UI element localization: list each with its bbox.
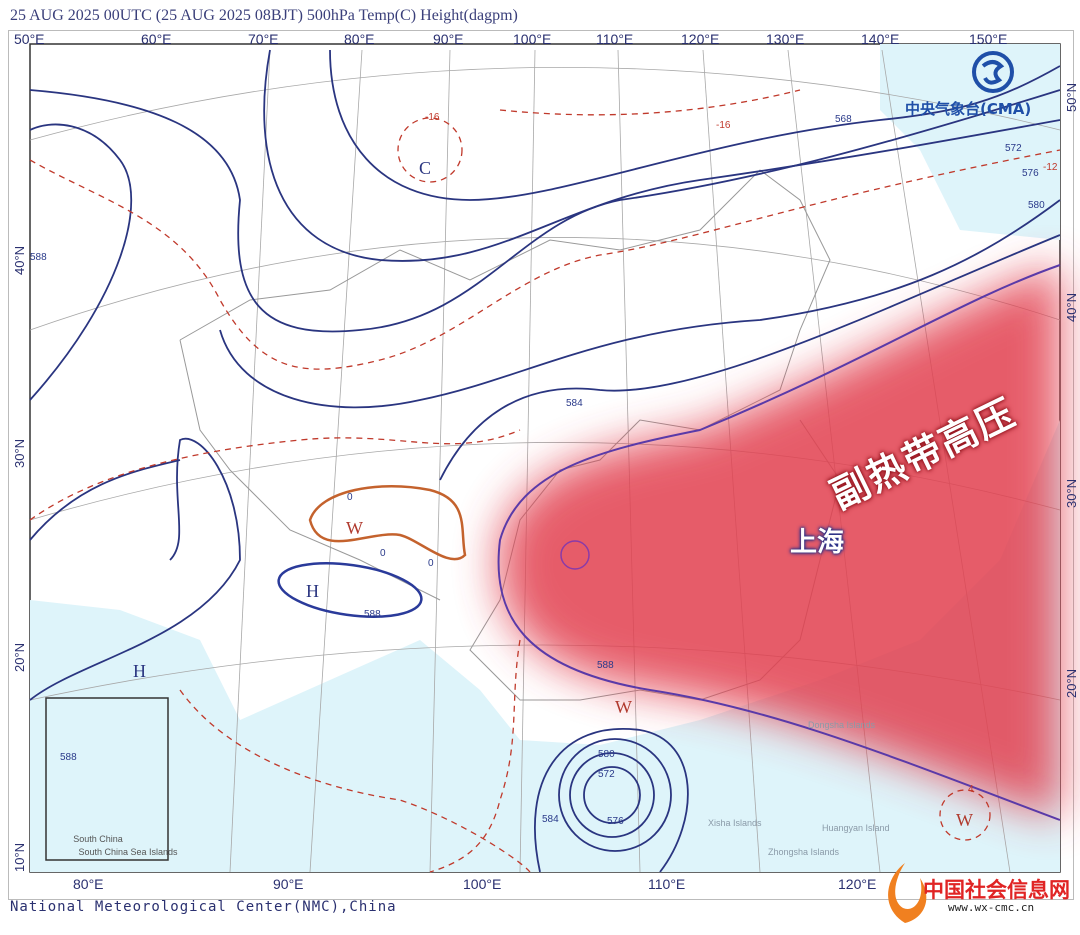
lat-label-left: 40°N — [12, 245, 27, 275]
cold-center-marker: C — [419, 158, 431, 178]
lat-label-left: 30°N — [12, 438, 27, 468]
inset-label-line1: South China — [73, 834, 123, 844]
lon-label-top: 140°E — [861, 31, 900, 47]
contour-label: 588 — [597, 660, 614, 671]
contour-label: 588 — [60, 752, 77, 763]
footer-credit: National Meteorological Center(NMC),Chin… — [10, 899, 397, 915]
lon-label-top: 120°E — [681, 31, 720, 47]
lon-label-bottom: 80°E — [73, 876, 104, 892]
lon-label-bottom: 120°E — [838, 876, 877, 892]
temp-label: 0 — [428, 558, 434, 569]
temp-label: 4 — [968, 784, 974, 795]
contour-label: 568 — [835, 114, 852, 125]
warm-center-marker: W — [615, 697, 632, 717]
height-contours — [29, 49, 1061, 873]
map-frame — [8, 30, 1074, 900]
watermark-url: www.wx-cmc.cn — [948, 901, 1035, 914]
lon-label-bottom: 90°E — [273, 876, 304, 892]
place-huangyan: Huangyan Island — [822, 823, 890, 833]
lat-label-left: 10°N — [12, 842, 27, 872]
lat-label-right: 40°N — [1064, 292, 1079, 322]
lon-label-bottom: 100°E — [463, 876, 502, 892]
lon-label-top: 150°E — [969, 31, 1008, 47]
map-title: 25 AUG 2025 00UTC (25 AUG 2025 08BJT) 50… — [10, 7, 518, 24]
contour-588-subtropical-high — [497, 264, 1061, 821]
temperature-contours — [29, 89, 1061, 873]
lon-label-top: 130°E — [766, 31, 805, 47]
lat-label-right: 30°N — [1064, 478, 1079, 508]
lon-label-top: 100°E — [513, 31, 552, 47]
inset-label: South China Sea Islands — [78, 847, 178, 857]
lon-label-top: 70°E — [248, 31, 279, 47]
cma-emblem-icon — [972, 51, 1015, 93]
sea-area-north — [880, 44, 1060, 240]
lon-label-top: 50°E — [14, 31, 45, 47]
contour-label: 576 — [1022, 168, 1039, 179]
south-china-sea-inset — [45, 697, 169, 861]
subtropical-high-shading — [498, 265, 1061, 820]
contour-label: 584 — [542, 814, 559, 825]
cma-logo: 中央气象台(CMA) — [905, 50, 1031, 119]
temp-label: 0 — [347, 492, 353, 503]
contour-label: 580 — [598, 749, 615, 760]
contour-label: 584 — [566, 398, 583, 409]
contour-inner-high — [560, 540, 590, 570]
contour-label: 588 — [364, 609, 381, 620]
temp-label: -12 — [1043, 162, 1058, 173]
watermark-name: 中国社会信息网 — [923, 878, 1070, 902]
place-zhongsha: Zhongsha Islands — [768, 847, 840, 857]
contour-label: 572 — [598, 769, 615, 780]
watermark-flame-icon — [888, 863, 927, 923]
high-center-marker: H — [133, 661, 146, 681]
lon-label-top: 90°E — [433, 31, 464, 47]
place-xisha: Xisha Islands — [708, 818, 762, 828]
contour-label: 588 — [30, 252, 47, 263]
contour-label: 572 — [1005, 143, 1022, 154]
lat-label-right: 50°N — [1064, 82, 1079, 112]
temp-label: -16 — [425, 112, 440, 123]
warm-ring-0c — [308, 485, 467, 561]
warm-center-marker: W — [956, 810, 973, 830]
sea-area — [30, 420, 1060, 872]
warm-center-marker: W — [346, 518, 363, 538]
contour-label: 580 — [1028, 200, 1045, 211]
lon-label-top: 60°E — [141, 31, 172, 47]
lon-label-bottom: 110°E — [648, 876, 686, 892]
temp-label: -16 — [716, 120, 731, 131]
contour-label: 576 — [607, 816, 624, 827]
lon-label-top: 110°E — [596, 31, 634, 47]
cma-logo-text: 中央气象台(CMA) — [905, 100, 1032, 118]
lat-label-left: 20°N — [12, 642, 27, 672]
lat-label-right: 20°N — [1064, 668, 1079, 698]
shanghai-annotation: 上海 — [790, 527, 844, 558]
temp-label: 0 — [380, 548, 386, 559]
lon-label-top: 80°E — [344, 31, 375, 47]
watermark: 中国社会信息网 www.wx-cmc.cn — [875, 858, 1070, 932]
high-center-marker: H — [306, 581, 319, 601]
place-dongsha: Dongsha Islands — [808, 720, 876, 730]
